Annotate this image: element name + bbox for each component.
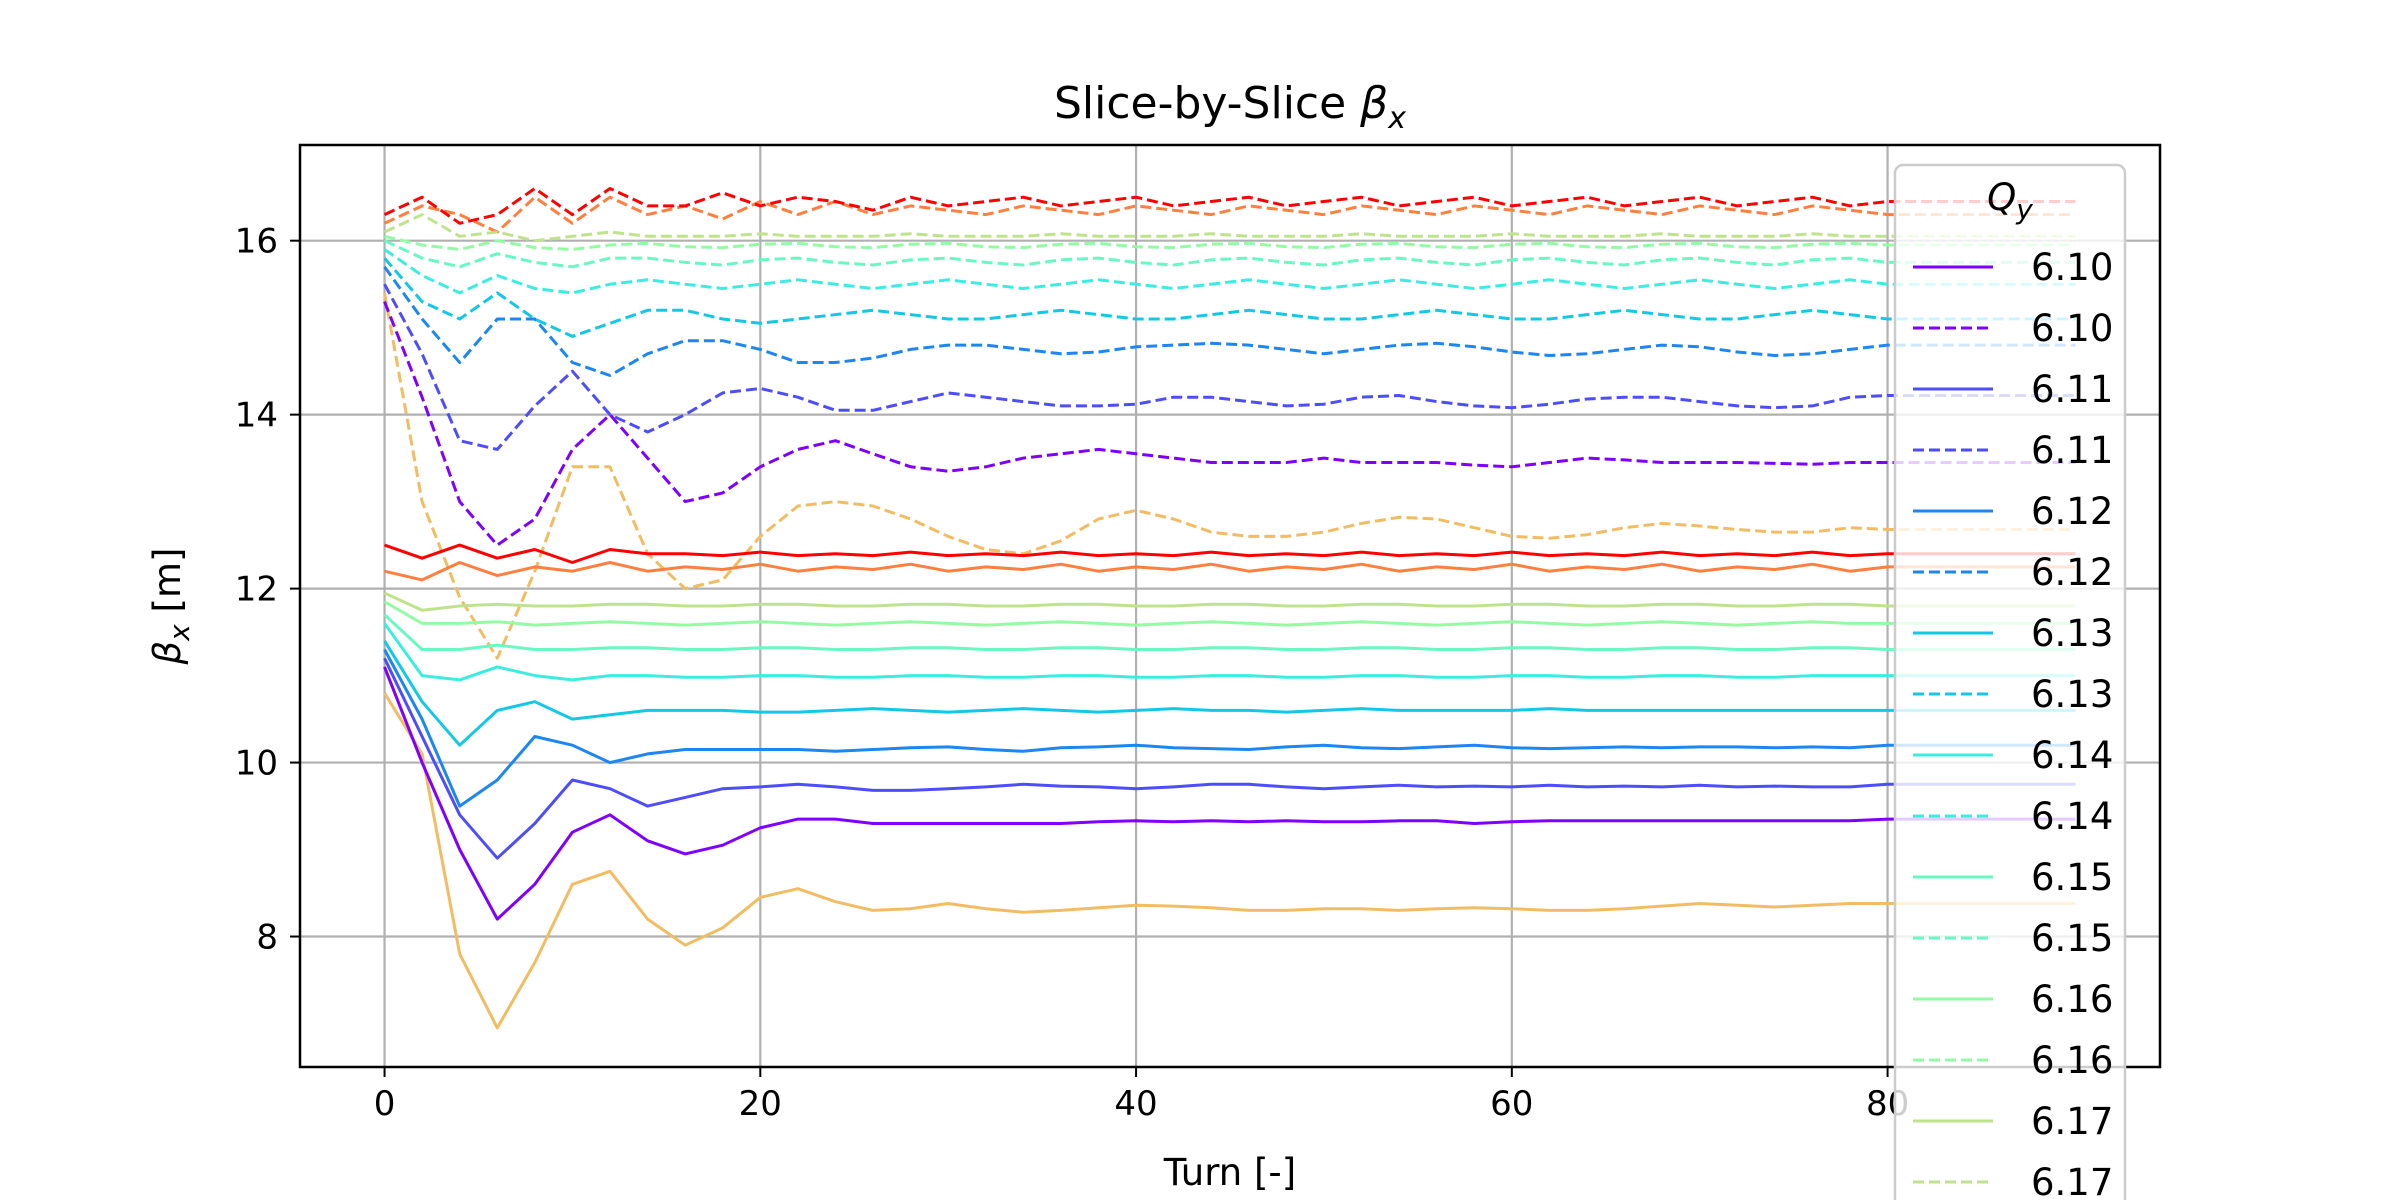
- series-lines: [383, 187, 2076, 1030]
- legend-label: 6.11: [2031, 368, 2113, 411]
- legend: Qy 6.10 6.10 6.11 6.11 6.12 6.12 6.13 6.13 6.14 6.…: [1893, 163, 2127, 1200]
- series-line-6-16-dashed: [384, 234, 2076, 251]
- legend-label: 6.16: [2031, 978, 2113, 1021]
- legend-label: 6.13: [2031, 673, 2113, 716]
- series-line-6-13-dashed: [383, 257, 2076, 338]
- x-tick-label: 20: [739, 1084, 782, 1124]
- series-line-unlabeled: [384, 561, 2076, 582]
- series-line-6-16-solid: [383, 600, 2076, 627]
- series-line-unlabeled: [383, 195, 2076, 234]
- plot-area-frame: [298, 143, 2162, 1069]
- series-line-6-11-solid: [383, 657, 2076, 860]
- x-axis-label: Turn [-]: [1163, 1151, 1296, 1194]
- series-line-6-10-dashed: [383, 301, 2076, 547]
- legend-label: 6.16: [2031, 1039, 2113, 1082]
- legend-label: 6.13: [2031, 612, 2113, 655]
- series-line-unlabeled: [383, 692, 2076, 1030]
- y-axis-label: βx [m]: [146, 548, 196, 666]
- legend-label: 6.11: [2031, 429, 2113, 472]
- series-line-6-17-solid: [383, 591, 2076, 612]
- series-line-6-14-dashed: [383, 248, 2076, 295]
- series-line-6-11-dashed: [383, 283, 2076, 451]
- legend-label: 6.14: [2031, 734, 2113, 777]
- legend-label: 6.12: [2031, 551, 2113, 594]
- legend-label: 6.10: [2031, 307, 2113, 350]
- chart-title: Slice-by-Slice βx: [1054, 78, 1406, 136]
- y-tick-label: 16: [235, 222, 278, 262]
- series-line-6-12-solid: [383, 648, 2076, 808]
- legend-label: 6.12: [2031, 490, 2113, 533]
- legend-label: 6.14: [2031, 795, 2113, 838]
- legend-label: 6.17: [2031, 1100, 2113, 1143]
- series-line-6-10-solid: [383, 666, 2076, 921]
- y-tick-label: 10: [235, 744, 278, 784]
- series-line-unlabeled: [383, 292, 2076, 660]
- series-line-6-15-dashed: [383, 239, 2076, 269]
- series-line-6-13-solid: [383, 640, 2076, 747]
- x-tick-label: 60: [1490, 1084, 1533, 1124]
- x-tick-label: 0: [374, 1084, 396, 1124]
- legend-label: 6.17: [2031, 1161, 2113, 1200]
- y-tick-label: 8: [256, 918, 278, 958]
- legend-label: 6.15: [2031, 856, 2113, 899]
- series-line-6-17-dashed: [383, 213, 2076, 243]
- series-line-unlabeled: [384, 543, 2076, 564]
- y-axis-ticks: 8 10 12 14 16: [235, 222, 300, 958]
- legend-box: [1893, 163, 2127, 1200]
- series-line-6-14-solid: [383, 622, 2076, 682]
- y-tick-label: 14: [235, 396, 278, 436]
- series-line-6-15-solid: [383, 613, 2076, 651]
- legend-label: 6.15: [2031, 917, 2113, 960]
- series-line-unlabeled: [383, 187, 2076, 225]
- legend-title: Qy: [1987, 176, 2033, 226]
- series-line-6-12-dashed: [383, 265, 2076, 377]
- x-tick-label: 40: [1114, 1084, 1157, 1124]
- y-tick-label: 12: [235, 570, 278, 610]
- legend-label: 6.10: [2031, 246, 2113, 289]
